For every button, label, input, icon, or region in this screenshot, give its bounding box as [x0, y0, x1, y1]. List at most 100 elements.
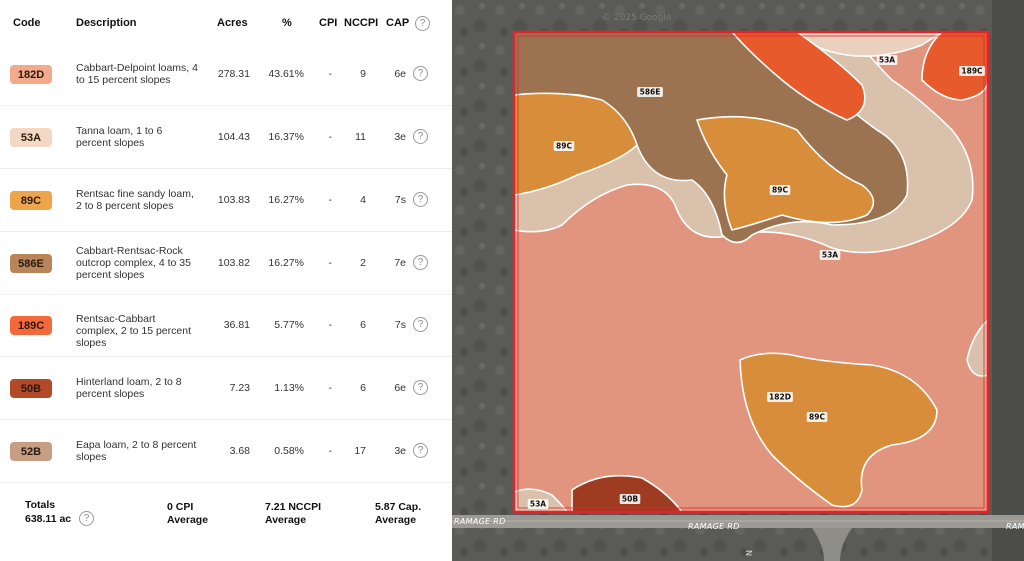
totals-label: Totals [25, 499, 56, 511]
soil-polygon-89C-south [739, 352, 938, 508]
map-soil-label[interactable]: 50B [622, 495, 638, 504]
map-soil-label[interactable]: 53A [530, 500, 546, 509]
map-soil-label[interactable]: 182D [769, 393, 791, 402]
pct-cell: 16.37% [268, 131, 304, 143]
question-circle-icon[interactable]: ? [413, 255, 428, 270]
pct-cell: 5.77% [274, 319, 304, 331]
header-pct[interactable]: % [282, 17, 292, 29]
totals-help-icon[interactable]: ? [79, 511, 94, 526]
pct-cell: 0.58% [274, 445, 304, 457]
cap-cell: 7s [394, 319, 406, 331]
soil-description: Cabbart-Delpoint loams, 4 to 15 percent … [76, 62, 198, 86]
cap-cell: 3e [394, 131, 406, 143]
table-row[interactable]: 182D Cabbart-Delpoint loams, 4 to 15 per… [0, 43, 452, 106]
soil-description: Cabbart-Rentsac-Rock outcrop complex, 4 … [76, 245, 191, 281]
map-soil-label[interactable]: 53A [822, 251, 838, 260]
pct-cell: 16.27% [268, 257, 304, 269]
question-circle-icon[interactable]: ? [413, 443, 428, 458]
cap-average-value: 5.87 Cap. [375, 501, 422, 513]
acres-cell: 278.31 [217, 68, 250, 80]
map-soil-label[interactable]: 189C [961, 67, 983, 76]
question-circle-icon[interactable]: ? [413, 66, 428, 81]
header-acres[interactable]: Acres [217, 17, 248, 29]
map-soil-label[interactable]: 586E [640, 88, 661, 97]
map-label-bg [619, 494, 641, 504]
table-row[interactable]: 53A Tanna loam, 1 to 6 percent slopes 10… [0, 106, 452, 169]
soil-description: Hinterland loam, 2 to 8 percent slopes [76, 376, 182, 400]
acres-cell: 103.82 [217, 257, 250, 269]
nccpi-cell: 6 [360, 319, 366, 331]
table-row[interactable]: 50B Hinterland loam, 2 to 8 percent slop… [0, 357, 452, 420]
road-junction [812, 528, 852, 561]
table-row[interactable]: 189C Rentsac-Cabbart complex, 2 to 15 pe… [0, 294, 452, 357]
soil-map[interactable]: RAMAGE RD RAMAGE RD RAMAGE RD N © 2025 G… [452, 0, 1024, 561]
question-circle-icon[interactable]: ? [413, 192, 428, 207]
map-soil-label[interactable]: 89C [772, 186, 788, 195]
map-label-bg [806, 412, 828, 422]
cpi-cell: - [328, 445, 333, 457]
question-circle-icon[interactable]: ? [413, 317, 428, 332]
road-marker: N [745, 550, 754, 556]
header-cpi[interactable]: CPI [319, 17, 338, 29]
table-row[interactable]: 586E Cabbart-Rentsac-Rock outcrop comple… [0, 232, 452, 295]
pct-cell: 43.61% [268, 68, 304, 80]
soil-description: Rentsac-Cabbart complex, 2 to 15 percent… [76, 313, 191, 349]
map-soil-label[interactable]: 53A [879, 56, 895, 65]
cpi-cell: - [328, 194, 333, 206]
soil-description: Tanna loam, 1 to 6 percent slopes [76, 125, 163, 149]
pct-cell: 16.27% [268, 194, 304, 206]
header-description[interactable]: Description [76, 17, 137, 29]
cpi-cell: - [328, 319, 333, 331]
soil-code-badge: 586E [10, 254, 52, 273]
road-label-left: RAMAGE RD [454, 517, 506, 526]
map-soil-label[interactable]: 89C [809, 413, 825, 422]
table-row[interactable]: 89C Rentsac fine sandy loam, 2 to 8 perc… [0, 169, 452, 232]
map-label-bg [959, 66, 985, 76]
soil-polygon-89C-west [514, 92, 638, 196]
question-circle-icon[interactable]: ? [413, 129, 428, 144]
acres-cell: 104.43 [217, 131, 250, 143]
cpi-cell: - [328, 131, 333, 143]
soil-code-badge: 50B [10, 379, 52, 398]
nccpi-cell: 17 [354, 445, 366, 457]
question-circle-icon[interactable]: ? [413, 380, 428, 395]
soil-polygon-89C-center [696, 115, 875, 231]
soil-code-badge: 89C [10, 191, 52, 210]
soil-code-badge: 53A [10, 128, 52, 147]
soil-polygon-189C-top [731, 32, 866, 121]
soil-description: Eapa loam, 2 to 8 percent slopes [76, 439, 197, 463]
table-row[interactable]: 52B Eapa loam, 2 to 8 percent slopes 3.6… [0, 420, 452, 483]
cap-cell: 7e [394, 257, 406, 269]
pct-cell: 1.13% [274, 382, 304, 394]
map-label-bg [876, 55, 898, 65]
header-nccpi[interactable]: NCCPI [344, 17, 379, 29]
soil-description: Rentsac fine sandy loam, 2 to 8 percent … [76, 188, 194, 212]
soil-code-badge: 189C [10, 316, 52, 335]
cap-cell: 6e [394, 382, 406, 394]
cpi-average-value: 0 CPI [167, 501, 194, 513]
cpi-cell: - [328, 257, 333, 269]
acres-cell: 7.23 [229, 382, 250, 394]
soil-polygon-53A-right-edge [966, 319, 988, 377]
nccpi-cell: 11 [355, 131, 366, 143]
header-cap[interactable]: CAP [386, 17, 410, 29]
nccpi-average-label: Average [265, 514, 307, 526]
cap-cell: 7s [394, 194, 406, 206]
map-label-bg [819, 250, 841, 260]
right-strip [992, 0, 1024, 561]
map-label-bg [637, 87, 663, 97]
map-soil-label[interactable]: 89C [556, 142, 572, 151]
cap-help-icon[interactable]: ? [415, 16, 430, 31]
nccpi-cell: 4 [360, 194, 366, 206]
nccpi-average-value: 7.21 NCCPI [265, 501, 322, 513]
header-code[interactable]: Code [13, 17, 41, 29]
acres-cell: 3.68 [229, 445, 250, 457]
road-label: RAMAGE RD [688, 522, 740, 531]
map-label-bg [769, 185, 791, 195]
cpi-cell: - [328, 382, 333, 394]
cap-cell: 6e [394, 68, 406, 80]
soil-polygon-189C-right [921, 32, 988, 101]
road-label-right: RAMAGE RD [1006, 522, 1024, 531]
map-watermark: © 2025 Google [602, 13, 672, 23]
soil-code-badge: 52B [10, 442, 52, 461]
